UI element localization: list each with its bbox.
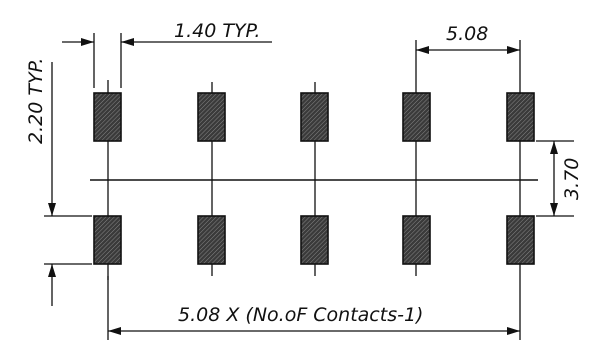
pad-bottom-1 [93, 215, 122, 265]
pad-top-4 [402, 92, 431, 142]
pitch-label: 5.08 [446, 23, 488, 45]
overall-length-label: 5.08 X (No.oF Contacts-1) [178, 304, 423, 326]
row-spacing-dimension [536, 140, 574, 217]
pad-bottom-3 [300, 215, 329, 265]
pad-width-dimension [62, 33, 272, 88]
pad-length-label: 2.20 TYP. [25, 58, 47, 144]
pad-bottom-4 [402, 215, 431, 265]
overall-length-dimension [108, 327, 520, 335]
row-spacing-label: 3.70 [561, 158, 583, 200]
pad-top-2 [197, 92, 226, 142]
pad-centerlines [107, 40, 521, 340]
pad-top-5 [506, 92, 535, 142]
pad-top-3 [300, 92, 329, 142]
pad-bottom-5 [506, 215, 535, 265]
pitch-dimension [416, 46, 520, 54]
pad-bottom-2 [197, 215, 226, 265]
pad-width-label: 1.40 TYP. [174, 20, 260, 42]
pads [93, 92, 535, 265]
pad-top-1 [93, 92, 122, 142]
pad-length-dimension [44, 62, 92, 306]
